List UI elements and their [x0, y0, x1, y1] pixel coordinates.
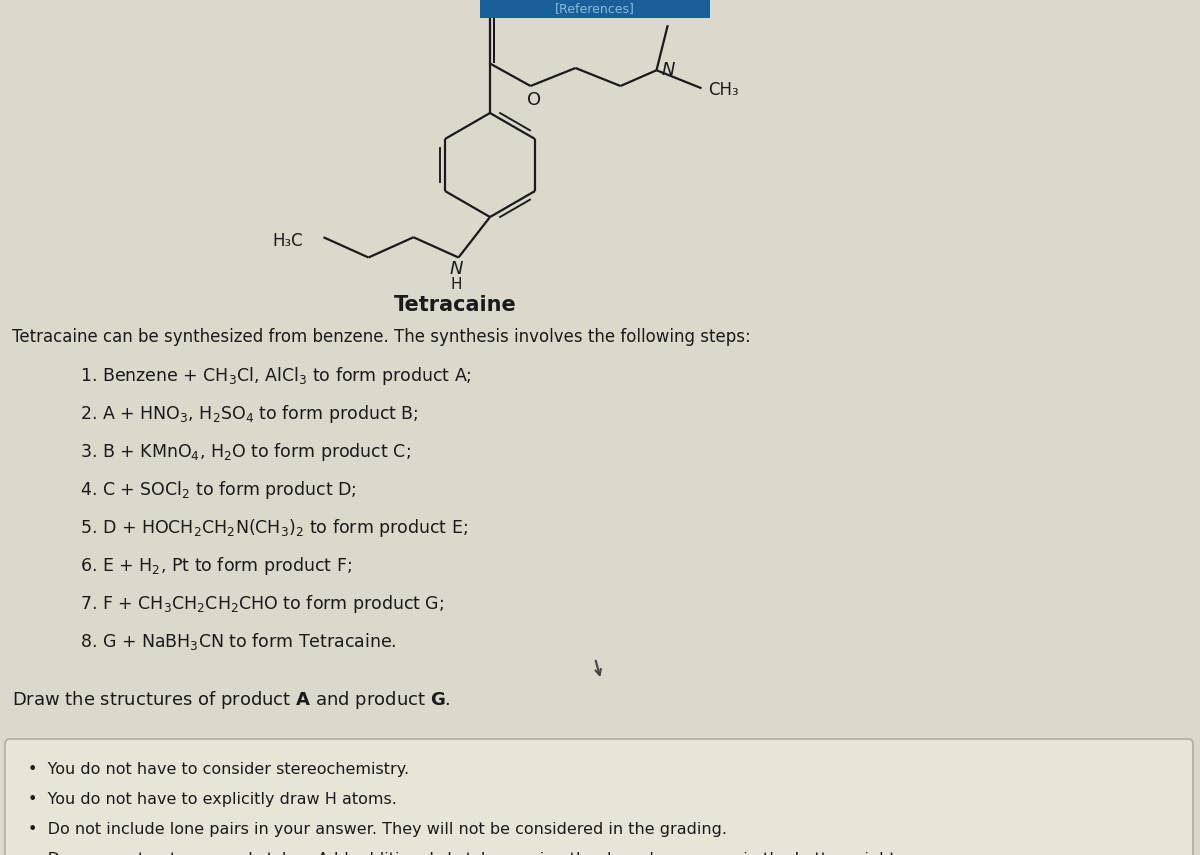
Text: 7. F + CH$_3$CH$_2$CH$_2$CHO to form product G;: 7. F + CH$_3$CH$_2$CH$_2$CHO to form pro…: [80, 593, 444, 615]
Text: •  You do not have to explicitly draw H atoms.: • You do not have to explicitly draw H a…: [28, 792, 397, 807]
Text: Tetracaine: Tetracaine: [394, 295, 516, 315]
Text: N: N: [661, 62, 674, 80]
FancyBboxPatch shape: [5, 739, 1193, 855]
Text: •  Draw one structure per sketcher. Add additional sketchers using the drop-down: • Draw one structure per sketcher. Add a…: [28, 852, 956, 855]
Text: O: O: [482, 0, 497, 9]
Text: [References]: [References]: [556, 3, 635, 15]
Text: •  You do not have to consider stereochemistry.: • You do not have to consider stereochem…: [28, 762, 409, 777]
Text: 4. C + SOCl$_2$ to form product D;: 4. C + SOCl$_2$ to form product D;: [80, 479, 356, 501]
Text: •  Do not include lone pairs in your answer. They will not be considered in the : • Do not include lone pairs in your answ…: [28, 822, 727, 837]
FancyBboxPatch shape: [480, 0, 710, 18]
Text: 6. E + H$_2$, Pt to form product F;: 6. E + H$_2$, Pt to form product F;: [80, 555, 352, 577]
Text: H: H: [451, 276, 462, 292]
Text: Tetracaine can be synthesized from benzene. The synthesis involves the following: Tetracaine can be synthesized from benze…: [12, 328, 751, 346]
Text: 1. Benzene + CH$_3$Cl, AlCl$_3$ to form product A;: 1. Benzene + CH$_3$Cl, AlCl$_3$ to form …: [80, 365, 472, 387]
Text: CH₃: CH₃: [654, 0, 685, 11]
Text: 3. B + KMnO$_4$, H$_2$O to form product C;: 3. B + KMnO$_4$, H$_2$O to form product …: [80, 441, 410, 463]
Text: O: O: [528, 91, 541, 109]
Text: 2. A + HNO$_3$, H$_2$SO$_4$ to form product B;: 2. A + HNO$_3$, H$_2$SO$_4$ to form prod…: [80, 403, 419, 425]
Text: H₃C: H₃C: [272, 233, 302, 251]
Text: CH₃: CH₃: [708, 81, 739, 99]
Text: N: N: [450, 260, 463, 278]
Text: Draw the structures of product $\bf{A}$ and product $\bf{G}$.: Draw the structures of product $\bf{A}$ …: [12, 689, 451, 711]
Text: 5. D + HOCH$_2$CH$_2$N(CH$_3$)$_2$ to form product E;: 5. D + HOCH$_2$CH$_2$N(CH$_3$)$_2$ to fo…: [80, 517, 468, 539]
Text: 8. G + NaBH$_3$CN to form Tetracaine.: 8. G + NaBH$_3$CN to form Tetracaine.: [80, 631, 396, 652]
